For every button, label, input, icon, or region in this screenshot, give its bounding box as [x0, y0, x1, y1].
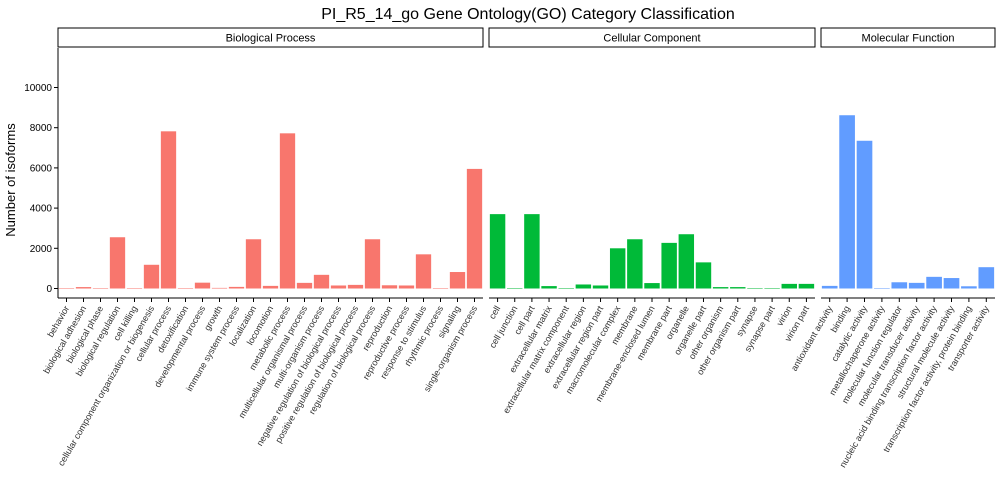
bar: [781, 283, 797, 289]
bar: [160, 131, 177, 289]
bar: [678, 234, 695, 289]
bar: [961, 286, 977, 289]
bar: [432, 288, 449, 289]
bar: [558, 288, 574, 289]
bar: [507, 288, 523, 289]
bar: [926, 276, 942, 289]
bar: [695, 262, 712, 289]
bar: [313, 274, 330, 289]
bar: [92, 288, 109, 289]
bar: [381, 285, 398, 289]
bar: [712, 287, 729, 289]
bar: [364, 239, 381, 289]
y-tick-label: 2000: [30, 244, 53, 255]
bar: [109, 237, 126, 289]
bar: [541, 286, 557, 289]
facet-strip-label: Molecular Function: [862, 33, 955, 45]
bar: [398, 285, 415, 289]
bar: [177, 288, 194, 289]
bar: [524, 214, 540, 289]
bar: [943, 278, 960, 289]
bar: [747, 288, 763, 289]
facet-strip: [488, 27, 816, 48]
bar: [821, 285, 838, 289]
bar: [730, 287, 746, 289]
y-axis-title: Number of isoforms: [3, 123, 18, 237]
y-axis: 0 2000 4000 6000 8000 10000: [24, 48, 59, 298]
bar: [143, 264, 160, 289]
x-tick-label: cell: [487, 304, 502, 321]
bar: [449, 272, 466, 289]
bar: [262, 285, 279, 289]
bar: [279, 133, 296, 289]
bar: [839, 115, 855, 289]
facet-strip: [57, 27, 484, 48]
bar: [764, 288, 780, 289]
facet-strip-label: Biological Process: [226, 33, 316, 45]
bar: [415, 254, 432, 289]
bar: [296, 282, 313, 289]
y-tick-label: 6000: [30, 163, 53, 174]
bar: [592, 285, 609, 289]
bar: [609, 248, 626, 289]
bar: [228, 286, 245, 289]
facet-strip: [820, 27, 996, 48]
bar: [908, 282, 925, 289]
bar: [891, 282, 908, 289]
facet-strip-label: Cellular Component: [603, 33, 700, 45]
bar: [575, 284, 592, 289]
bar: [798, 283, 815, 289]
bar: [489, 214, 506, 289]
bar: [126, 288, 143, 289]
bar: [644, 283, 660, 289]
bar: [874, 288, 890, 289]
bar: [75, 287, 92, 289]
bar: [856, 140, 873, 289]
y-tick-label: 10000: [24, 83, 52, 94]
bar: [347, 284, 364, 289]
bar: [661, 242, 677, 289]
y-tick-label: 4000: [30, 204, 53, 215]
bar: [58, 288, 75, 289]
y-tick-label: 8000: [30, 123, 53, 134]
bar: [627, 239, 643, 289]
bar: [211, 287, 228, 289]
bar: [466, 168, 483, 289]
chart-title: PI_R5_14_go Gene Ontology(GO) Category C…: [321, 6, 735, 23]
bar: [978, 267, 995, 289]
bar: [194, 282, 211, 289]
y-tick-label: 0: [46, 284, 52, 295]
bar: [245, 239, 262, 289]
bar: [330, 285, 347, 289]
